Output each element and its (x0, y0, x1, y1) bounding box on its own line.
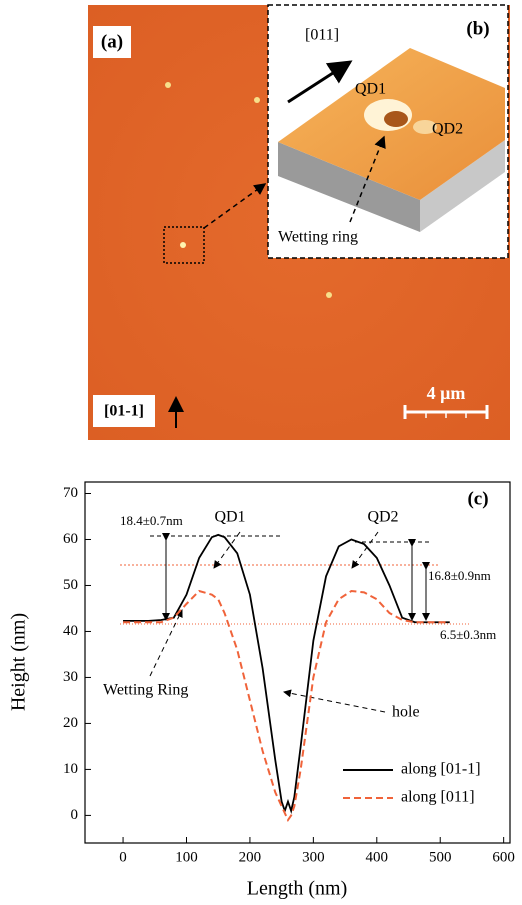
x-tick-label: 300 (302, 849, 325, 865)
y-tick-label: 40 (63, 623, 78, 639)
qd-label: QD2 (432, 121, 463, 138)
direction-label: [01-1] (104, 403, 144, 420)
annotation: QD2 (367, 509, 398, 526)
panel-label: (a) (101, 31, 123, 52)
y-tick-label: 60 (63, 531, 78, 547)
legend-label: along [01-1] (401, 761, 481, 778)
scale-label: 4 μm (427, 383, 466, 403)
y-tick-label: 30 (63, 669, 78, 685)
annotation: hole (392, 704, 420, 721)
legend-label: along [011] (401, 789, 475, 806)
x-tick-label: 100 (175, 849, 198, 865)
x-tick-label: 600 (492, 849, 515, 865)
y-tick-label: 20 (63, 715, 78, 731)
annotation: 16.8±0.9nm (428, 568, 491, 583)
y-axis-label: Height (nm) (8, 613, 30, 711)
annotation: QD1 (214, 509, 245, 526)
figure: (a) [01-1] 4 μm [011] (b) QD1 QD2 Wettin… (0, 0, 522, 905)
annotation: Wetting Ring (103, 682, 188, 699)
y-tick-label: 0 (71, 807, 79, 823)
x-tick-label: 400 (366, 849, 389, 865)
x-tick-label: 200 (239, 849, 262, 865)
direction-label: [011] (305, 27, 339, 44)
x-axis-label: Length (nm) (247, 878, 348, 900)
inset-3d: [011] (b) QD1 QD2 Wetting ring (268, 5, 508, 258)
panel-label: (c) (467, 488, 488, 509)
y-tick-label: 70 (63, 485, 78, 501)
x-tick-label: 500 (429, 849, 452, 865)
annotation: 18.4±0.7nm (120, 513, 183, 528)
qd-label: QD1 (355, 81, 386, 98)
profile-chart: (c) Height (nm) Length (nm) QD1 QD2 18.4… (8, 482, 515, 900)
y-tick-label: 10 (63, 761, 78, 777)
panel-label: (b) (466, 18, 489, 39)
annotation: 6.5±0.3nm (440, 627, 496, 642)
y-tick-label: 50 (63, 577, 78, 593)
x-tick-label: 0 (119, 849, 127, 865)
wetting-label: Wetting ring (278, 229, 358, 246)
